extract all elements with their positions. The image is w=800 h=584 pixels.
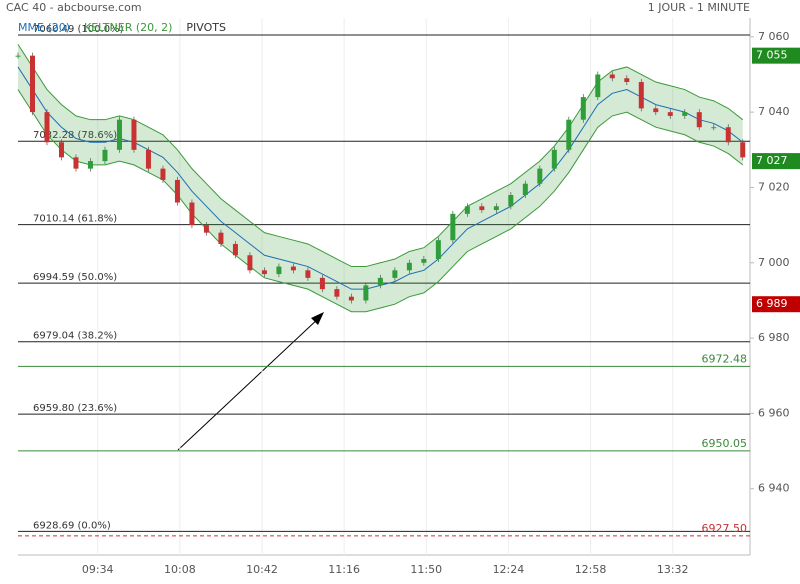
- legend-entry: PIVOTS: [186, 21, 226, 34]
- x-tick-label: 11:50: [410, 563, 442, 576]
- candle: [145, 149, 151, 169]
- x-tick-label: 13:32: [657, 563, 689, 576]
- keltner-lower: [17, 89, 744, 313]
- candle: [580, 97, 586, 120]
- x-tick-label: 12:58: [575, 563, 607, 576]
- fib-label: 6994.59 (50.0%): [33, 272, 117, 283]
- price-badge: [752, 296, 800, 313]
- price-badge-label: 6 989: [756, 297, 788, 310]
- candle: [87, 161, 93, 169]
- price-badge-label: 7 027: [756, 154, 788, 167]
- candle: [508, 195, 514, 207]
- y-tick-label: 7 020: [758, 180, 790, 193]
- x-tick-label: 10:08: [164, 563, 196, 576]
- period: 1 JOUR - 1 MINUTE: [648, 1, 750, 14]
- candle: [392, 270, 398, 278]
- candle: [609, 74, 615, 79]
- candle: [522, 183, 528, 195]
- y-tick-label: 7 060: [758, 30, 790, 43]
- candle: [305, 270, 311, 278]
- y-tick-label: 6 940: [758, 482, 790, 495]
- x-tick-label: 11:16: [328, 563, 360, 576]
- fib-label: 6959.80 (23.6%): [33, 403, 117, 414]
- candle: [464, 206, 470, 214]
- candle: [290, 266, 296, 271]
- candle: [44, 112, 50, 143]
- candle: [740, 142, 746, 158]
- candle: [435, 240, 441, 260]
- candle: [479, 206, 485, 211]
- candle: [73, 157, 79, 169]
- candle: [696, 112, 702, 128]
- fib-label: 6979.04 (38.2%): [33, 331, 117, 342]
- candle: [160, 168, 166, 180]
- x-tick-label: 10:42: [246, 563, 278, 576]
- y-tick-label: 7 040: [758, 105, 790, 118]
- keltner-upper: [17, 44, 744, 268]
- candle: [218, 232, 224, 244]
- candle: [102, 149, 108, 162]
- price-badge-label: 7 055: [756, 49, 788, 62]
- price-badge: [752, 153, 800, 170]
- candle: [29, 55, 35, 113]
- y-tick-label: 6 980: [758, 331, 790, 344]
- candle: [247, 255, 253, 271]
- candle: [276, 266, 282, 275]
- fib-label: 7032.28 (78.6%): [33, 130, 117, 141]
- candle: [725, 127, 731, 143]
- fib-label: 7060.49 (100.0%): [33, 24, 124, 35]
- candle: [493, 206, 499, 211]
- chart-title: CAC 40 - abcbourse.com: [6, 1, 142, 14]
- candle: [551, 149, 557, 169]
- x-tick-label: 09:34: [82, 563, 114, 576]
- candle: [682, 112, 688, 116]
- candle: [377, 277, 383, 286]
- fib-label: 7010.14 (61.8%): [33, 214, 117, 225]
- pivot-label: 6950.05: [702, 437, 748, 450]
- legend-entry: KELTNER (20, 2): [84, 21, 172, 34]
- legend-entry: MME (20): [18, 21, 70, 34]
- candle: [261, 270, 267, 275]
- candle: [348, 296, 354, 301]
- candle: [232, 243, 238, 256]
- fib-label: 6928.69 (0.0%): [33, 520, 111, 531]
- pivot-label: 6927.50: [702, 522, 748, 535]
- candle: [189, 202, 195, 226]
- candle: [711, 127, 717, 129]
- candle: [638, 82, 644, 109]
- candle: [363, 285, 369, 301]
- candle: [406, 262, 412, 271]
- candle: [667, 112, 673, 116]
- candle: [450, 213, 456, 241]
- candle: [319, 277, 325, 290]
- candle: [537, 168, 543, 184]
- pivot-label: 6972.48: [702, 352, 748, 365]
- candle: [566, 119, 572, 150]
- candle: [116, 119, 122, 150]
- candle: [334, 289, 340, 297]
- candle: [131, 119, 137, 150]
- candle: [203, 225, 209, 233]
- candle: [58, 142, 64, 158]
- arrow: [177, 316, 321, 451]
- y-tick-label: 7 000: [758, 256, 790, 269]
- candle: [624, 78, 630, 83]
- arrow-head: [311, 312, 324, 325]
- y-tick-label: 6 960: [758, 406, 790, 419]
- candle: [15, 55, 21, 57]
- candle: [653, 108, 659, 113]
- candle: [421, 259, 427, 263]
- candle: [595, 74, 601, 98]
- price-badge: [752, 47, 800, 64]
- candle: [174, 179, 180, 203]
- x-tick-label: 12:24: [493, 563, 525, 576]
